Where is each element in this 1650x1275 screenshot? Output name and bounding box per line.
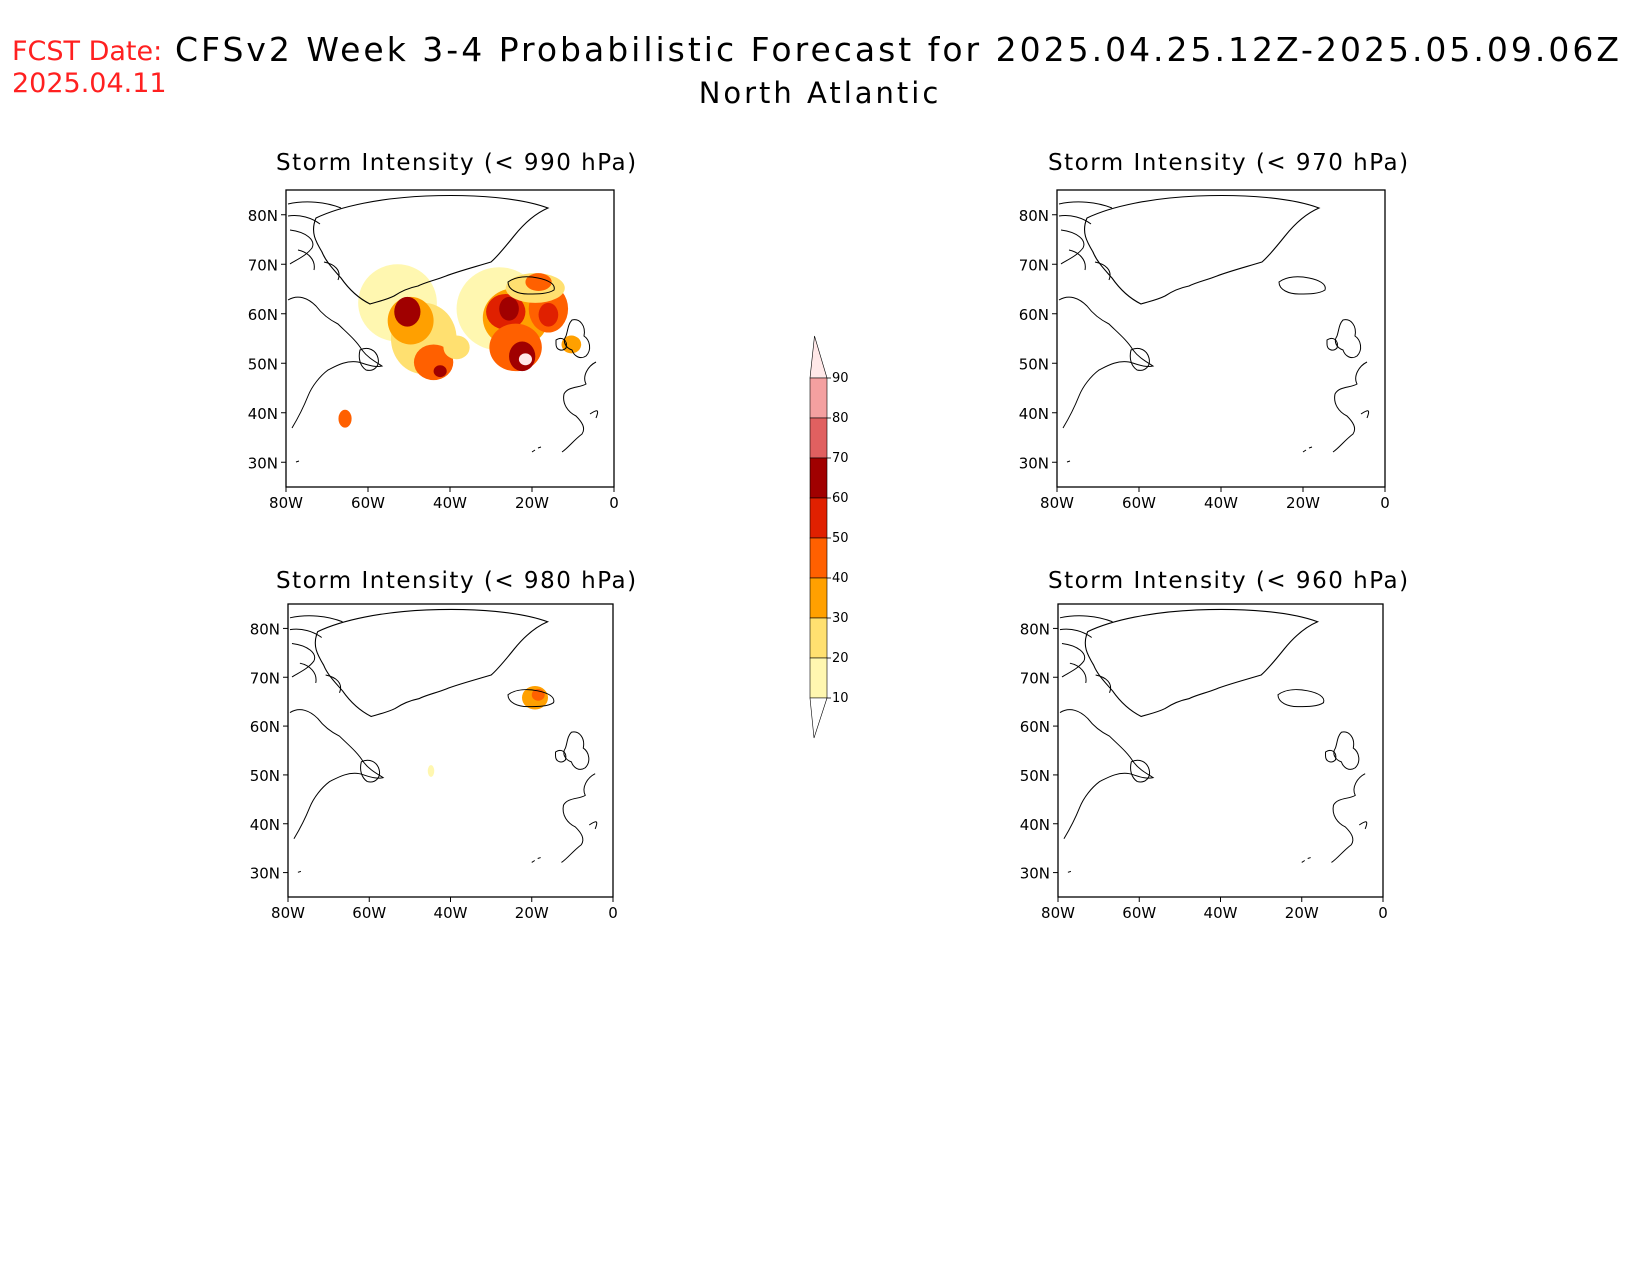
colorbar-label: 10 [832, 691, 849, 706]
colorbar: 10 20 30 40 50 60 70 80 90 [809, 335, 849, 739]
colorbar-swatch [809, 617, 828, 659]
lon-tick-label: 20W [515, 904, 549, 922]
lon-tick-label: 0 [1380, 494, 1390, 512]
coastline [1058, 194, 1370, 463]
colorbar-upper-arrow [809, 335, 828, 379]
colorbar-swatch [809, 417, 828, 459]
colorbar-label: 80 [832, 411, 849, 426]
panel-title-960: Storm Intensity (< 960 hPa) [1048, 568, 1410, 594]
lat-tick-label: 80N [250, 620, 280, 638]
colorbar-label: 70 [832, 451, 849, 466]
colorbar-lower-arrow [809, 697, 828, 739]
lon-tick-label: 60W [352, 904, 386, 922]
lat-tick-label: 70N [248, 256, 278, 274]
lat-tick-label: 40N [1020, 816, 1050, 834]
panel-title-970: Storm Intensity (< 970 hPa) [1048, 150, 1410, 176]
lat-tick-label: 30N [1020, 865, 1050, 883]
colorbar-swatch [809, 577, 828, 619]
colorbar-label: 30 [832, 611, 849, 626]
lon-tick-label: 80W [269, 494, 303, 512]
probability-shading [561, 335, 582, 354]
lat-tick-label: 60N [1019, 306, 1049, 324]
lat-tick-label: 40N [248, 405, 278, 423]
colorbar-swatch [809, 657, 828, 699]
lon-tick-label: 60W [1122, 904, 1156, 922]
forecast-date: FCST Date: 2025.04.11 [12, 36, 167, 100]
colorbar-label: 20 [832, 651, 849, 666]
lon-tick-label: 40W [433, 494, 467, 512]
colorbar-swatch [809, 377, 828, 419]
panel-title-980: Storm Intensity (< 980 hPa) [276, 568, 638, 594]
map-panel-p960: 80W 60W 40W 20W 0 80N 70N 60N 50N 40N 30N [1020, 603, 1388, 922]
colorbar-label: 60 [832, 491, 849, 506]
probability-shading [525, 273, 552, 291]
lon-tick-label: 40W [1204, 494, 1238, 512]
lat-tick-label: 30N [248, 454, 278, 472]
lat-tick-label: 50N [1020, 767, 1050, 785]
coastline [1059, 608, 1368, 873]
lat-tick-label: 60N [248, 306, 278, 324]
lon-tick-label: 20W [1285, 904, 1319, 922]
lat-tick-label: 30N [1019, 454, 1049, 472]
lat-tick-label: 70N [1019, 256, 1049, 274]
lon-tick-label: 80W [1040, 494, 1074, 512]
lon-tick-label: 80W [1041, 904, 1075, 922]
map-panel-p970: 80W 60W 40W 20W 0 80N 70N 60N 50N 40N 30N [1019, 189, 1390, 512]
probability-shading [427, 765, 435, 777]
forecast-date-label: FCST Date: [12, 36, 163, 67]
lat-tick-label: 50N [1019, 355, 1049, 373]
page-title: CFSv2 Week 3-4 Probabilistic Forecast fo… [175, 30, 1622, 69]
probability-shading [538, 302, 559, 327]
colorbar-label: 40 [832, 571, 849, 586]
lon-tick-label: 60W [1122, 494, 1156, 512]
probability-shading [433, 365, 447, 378]
colorbar-swatch [809, 537, 828, 579]
probability-shading [338, 409, 352, 428]
lon-tick-label: 0 [1378, 904, 1388, 922]
lat-tick-label: 70N [250, 669, 280, 687]
lon-tick-label: 20W [1286, 494, 1320, 512]
lon-tick-label: 20W [515, 494, 549, 512]
lon-tick-label: 80W [271, 904, 305, 922]
map-panel-p980: 80W 60W 40W 20W 0 80N 70N 60N 50N 40N 30N [250, 603, 618, 922]
colorbar-label: 50 [832, 531, 849, 546]
lon-tick-label: 60W [351, 494, 385, 512]
lat-tick-label: 40N [1019, 405, 1049, 423]
probability-shading [518, 353, 532, 366]
probability-shading [443, 335, 470, 360]
forecast-date-value: 2025.04.11 [12, 68, 167, 99]
lat-tick-label: 40N [250, 816, 280, 834]
colorbar-label: 90 [832, 371, 849, 386]
colorbar-swatch [809, 457, 828, 499]
lon-tick-label: 0 [609, 494, 619, 512]
region-subtitle: North Atlantic [0, 76, 1650, 110]
probability-shading [394, 296, 421, 327]
map-panel-p990: 80W 60W 40W 20W 0 80N 70N 60N 50N 40N 30N [248, 189, 619, 512]
lat-tick-label: 60N [250, 718, 280, 736]
lat-tick-label: 60N [1020, 718, 1050, 736]
coastline [289, 608, 598, 873]
lat-tick-label: 80N [248, 207, 278, 225]
lon-tick-label: 0 [608, 904, 618, 922]
lat-tick-label: 70N [1020, 669, 1050, 687]
lon-tick-label: 40W [1204, 904, 1238, 922]
colorbar-swatch [809, 497, 828, 539]
lat-tick-label: 50N [248, 355, 278, 373]
region-label: North Atlantic [698, 76, 942, 110]
lat-tick-label: 50N [250, 767, 280, 785]
panel-title-990: Storm Intensity (< 990 hPa) [276, 150, 638, 176]
lon-tick-label: 40W [434, 904, 468, 922]
probability-shading [499, 296, 519, 321]
lat-tick-label: 80N [1020, 620, 1050, 638]
lat-tick-label: 80N [1019, 207, 1049, 225]
lat-tick-label: 30N [250, 865, 280, 883]
